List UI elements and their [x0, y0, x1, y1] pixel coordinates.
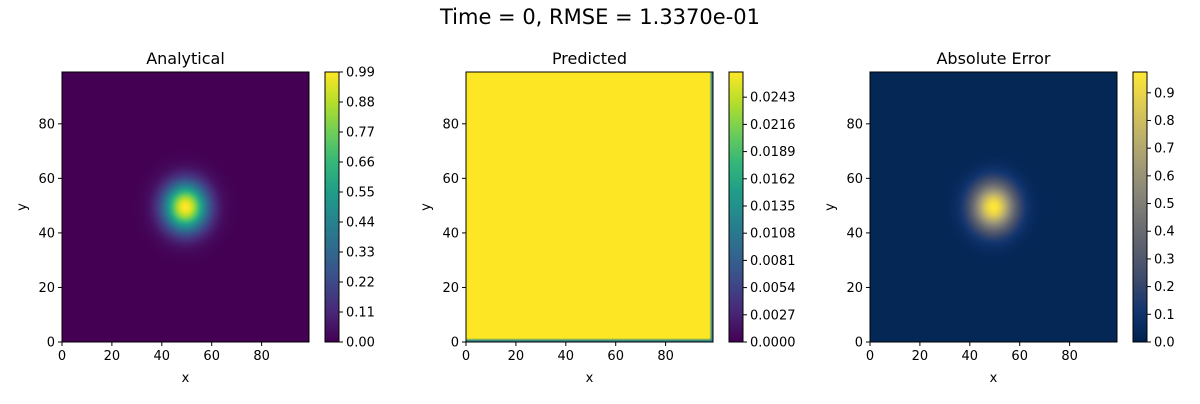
- y-axis-label: y: [15, 203, 30, 211]
- x-tick-label: 20: [104, 349, 121, 364]
- y-tick-label: 80: [846, 117, 863, 132]
- y-tick-label: 0: [451, 336, 459, 351]
- colorbar-tick-label: 0.33: [346, 246, 375, 261]
- colorbar-tick-label: 0.1: [1154, 308, 1175, 323]
- colorbar-tick-label: 0.0054: [750, 281, 796, 296]
- x-tick-label: 0: [866, 349, 874, 364]
- colorbar-tick-label: 0.0189: [750, 145, 796, 160]
- colorbar-tick-label: 0.0027: [750, 308, 796, 323]
- panel-title: Predicted: [552, 49, 627, 68]
- x-tick-label: 80: [253, 349, 270, 364]
- y-tick-label: 0: [855, 336, 863, 351]
- colorbar-tick-label: 0.55: [346, 186, 375, 201]
- colorbar-tick-label: 0.99: [346, 66, 375, 81]
- colorbar-tick-label: 0.3: [1154, 252, 1175, 267]
- colorbar-tick-label: 0.0000: [750, 336, 796, 351]
- x-tick-label: 40: [558, 349, 575, 364]
- colorbar-tick-label: 0.88: [346, 96, 375, 111]
- y-tick-label: 20: [38, 281, 55, 296]
- x-tick-label: 0: [462, 349, 470, 364]
- panel-title: Absolute Error: [936, 49, 1050, 68]
- x-tick-label: 40: [154, 349, 171, 364]
- y-tick-label: 60: [38, 172, 55, 187]
- colorbar-gradient: [729, 72, 743, 342]
- heatmap-image: [62, 72, 309, 342]
- plot-frame: [61, 71, 310, 343]
- x-tick-label: 20: [508, 349, 525, 364]
- panel-predicted: Predicted 0 20 40 60 80 0 20 40 60 80 x y 0.0000…: [419, 49, 796, 386]
- colorbar-tick-label: 0.4: [1154, 225, 1175, 240]
- plot-frame: [465, 71, 714, 343]
- colorbar-frame: [324, 71, 340, 343]
- plot-frame: [869, 71, 1118, 343]
- colorbar-tick-label: 0.0162: [750, 172, 796, 187]
- colorbar-ticks: 0.00 0.11 0.22 0.33 0.44 0.55 0.66 0.77 0.88 0.99: [339, 66, 375, 351]
- colorbar-ticks: 0.0000 0.0027 0.0054 0.0081 0.0108 0.0135 0.01…: [743, 91, 796, 351]
- colorbar-tick-label: 0.0: [1154, 336, 1175, 351]
- colorbar-ticks: 0.0 0.1 0.2 0.3 0.4 0.5 0.6 0.7 0.8 0.9: [1147, 86, 1175, 351]
- colorbar-tick-label: 0.7: [1154, 142, 1175, 157]
- colorbar-tick-label: 0.8: [1154, 114, 1175, 129]
- x-tick-label: 20: [912, 349, 929, 364]
- y-tick-label: 40: [38, 226, 55, 241]
- y-tick-label: 0: [47, 336, 55, 351]
- x-axis-label: x: [586, 371, 594, 386]
- x-tick-label: 0: [58, 349, 66, 364]
- x-tick-label: 60: [607, 349, 624, 364]
- y-ticks: 0 20 40 60 80: [442, 117, 466, 351]
- y-tick-label: 60: [442, 172, 459, 187]
- x-axis-label: x: [990, 371, 998, 386]
- colorbar-tick-label: 0.9: [1154, 86, 1175, 101]
- x-ticks: 0 20 40 60 80: [866, 342, 1078, 364]
- colorbar-tick-label: 0.0108: [750, 227, 796, 242]
- y-tick-label: 20: [442, 281, 459, 296]
- colorbar-tick-label: 0.44: [346, 216, 375, 231]
- colorbar-tick-label: 0.0081: [750, 254, 796, 269]
- x-axis-label: x: [182, 371, 190, 386]
- colorbar-tick-label: 0.22: [346, 276, 375, 291]
- colorbar-frame: [728, 71, 744, 343]
- x-tick-label: 60: [203, 349, 220, 364]
- x-tick-label: 40: [962, 349, 979, 364]
- heatmap-image: [466, 72, 713, 342]
- x-tick-label: 80: [1061, 349, 1078, 364]
- y-tick-label: 20: [846, 281, 863, 296]
- colorbar-tick-label: 0.00: [346, 336, 375, 351]
- colorbar-tick-label: 0.77: [346, 126, 375, 141]
- x-ticks: 0 20 40 60 80: [462, 342, 674, 364]
- y-ticks: 0 20 40 60 80: [38, 117, 62, 351]
- y-tick-label: 40: [442, 226, 459, 241]
- colorbar-gradient: [1133, 72, 1147, 342]
- y-axis-label: y: [419, 203, 434, 211]
- panel-title: Analytical: [146, 49, 225, 68]
- y-tick-label: 80: [442, 117, 459, 132]
- y-tick-label: 80: [38, 117, 55, 132]
- colorbar-tick-label: 0.0243: [750, 91, 796, 106]
- colorbar-tick-label: 0.0216: [750, 118, 796, 133]
- colorbar-tick-label: 0.66: [346, 156, 375, 171]
- colorbar-tick-label: 0.2: [1154, 280, 1175, 295]
- y-ticks: 0 20 40 60 80: [846, 117, 870, 351]
- x-ticks: 0 20 40 60 80: [58, 342, 270, 364]
- colorbar-tick-label: 0.11: [346, 306, 375, 321]
- colorbar-tick-label: 0.5: [1154, 197, 1175, 212]
- colorbar-tick-label: 0.6: [1154, 169, 1175, 184]
- colorbar-frame: [1132, 71, 1148, 343]
- y-tick-label: 60: [846, 172, 863, 187]
- panel-absolute-error: Absolute Error 0 20 40 60 80 0 20 40 60 80 x y 0…: [823, 49, 1175, 386]
- figure-title: Time = 0, RMSE = 1.3370e-01: [439, 5, 760, 29]
- heatmap-image: [870, 72, 1117, 342]
- x-tick-label: 80: [657, 349, 674, 364]
- x-tick-label: 60: [1011, 349, 1028, 364]
- y-tick-label: 40: [846, 226, 863, 241]
- colorbar-tick-label: 0.0135: [750, 199, 796, 214]
- y-axis-label: y: [823, 203, 838, 211]
- colorbar-gradient: [325, 72, 339, 342]
